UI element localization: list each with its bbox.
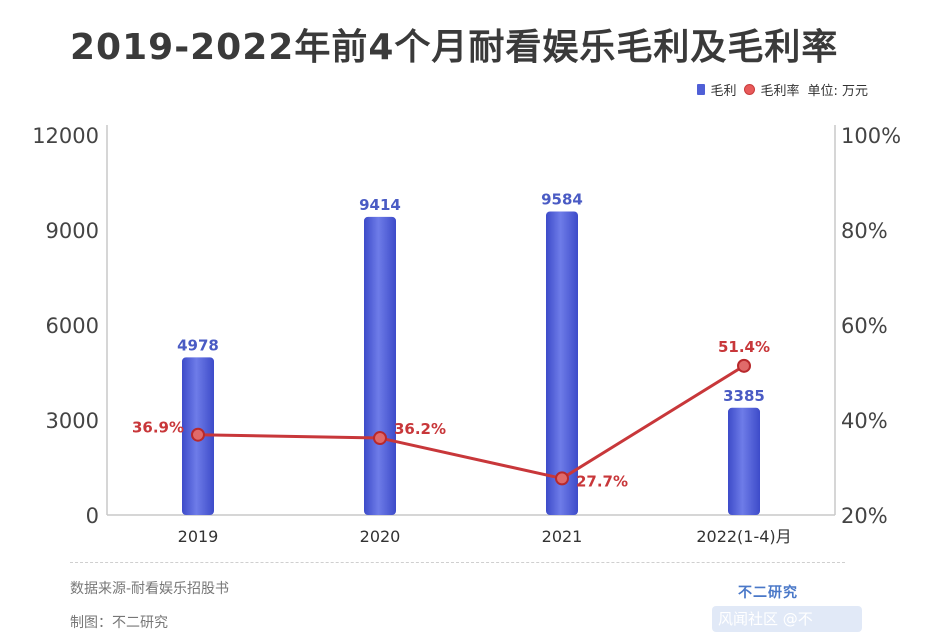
x-tick-label: 2021 [542, 527, 583, 546]
maker-note: 制图：不二研究 [70, 615, 168, 631]
line-point [555, 471, 569, 486]
bar-value-label: 3385 [723, 387, 765, 405]
line-毛利率 [197, 364, 745, 481]
chart-title: 2019-2022年前4个月耐看娱乐毛利及毛利率 [70, 27, 839, 68]
bar-value-label: 9414 [359, 196, 401, 214]
line-point [191, 427, 205, 442]
y-left-tick-label: 12000 [32, 124, 99, 148]
bars-group: 4978 9414 9584 3385 [177, 191, 765, 516]
y-right-tick-label: 100% [841, 124, 901, 148]
axes-group: 0 3000 6000 9000 12000 20% 40% 60% 80% 100% 2019 20… [32, 124, 901, 546]
legend-item-bar: 毛利 [697, 80, 736, 99]
unit-label: 单位: 万元 [807, 84, 868, 99]
watermark-bar: 风闻社区 @不 [712, 606, 862, 632]
legend-line-label: 毛利率 [760, 84, 800, 99]
legend-bar-swatch [697, 84, 706, 95]
bar-value-label: 9584 [541, 191, 583, 209]
brand-label: 不二研究 [738, 585, 798, 601]
y-left-tick-label: 3000 [46, 409, 99, 433]
y-left-tick-label: 6000 [46, 314, 99, 338]
legend-line-swatch [744, 84, 756, 95]
y-right-tick-label: 80% [841, 219, 888, 243]
y-right-tick-label: 20% [841, 504, 888, 528]
line-value-label: 36.9% [132, 419, 184, 437]
y-right-tick-label: 60% [841, 314, 888, 338]
source-note: 数据来源-耐看娱乐招股书 [70, 581, 230, 597]
line-group: 36.9% 36.2% 27.7% 51.4% [132, 338, 770, 491]
x-tick-label: 2020 [360, 527, 401, 546]
y-right-tick-label: 40% [841, 409, 888, 433]
line-value-label: 27.7% [576, 472, 628, 490]
footer-divider [70, 562, 845, 563]
line-value-label: 36.2% [394, 420, 446, 438]
y-left-tick-label: 0 [86, 504, 99, 528]
bar-毛利 [546, 211, 578, 516]
bar-value-label: 4978 [177, 336, 219, 354]
bar-毛利 [728, 407, 760, 515]
legend-bar-label: 毛利 [710, 84, 737, 99]
x-tick-label: 2022(1-4)月 [696, 527, 791, 546]
line-point [737, 358, 751, 373]
y-left-tick-label: 9000 [46, 219, 99, 243]
legend: 毛利 毛利率 单位: 万元 [697, 80, 868, 99]
legend-item-line: 毛利率 [744, 80, 799, 99]
bar-毛利 [364, 216, 396, 515]
line-value-label: 51.4% [718, 338, 770, 356]
line-point [373, 431, 387, 446]
x-tick-label: 2019 [178, 527, 219, 546]
